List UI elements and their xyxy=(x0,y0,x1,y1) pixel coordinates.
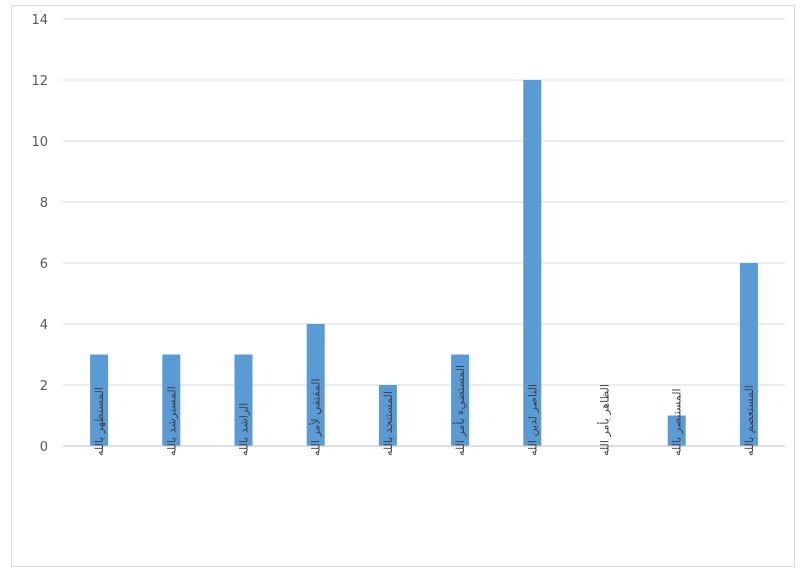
bar xyxy=(739,263,758,446)
x-category-label: الناصر لدين الله xyxy=(526,384,539,456)
x-category-label: المستظهر بالله xyxy=(93,387,106,456)
x-category-label: المستنصر بالله xyxy=(671,388,684,456)
x-category-label: المقتفي لأمر الله xyxy=(309,378,323,456)
chart-frame xyxy=(11,5,795,567)
y-tick-label: 10 xyxy=(31,135,48,150)
x-category-label: المستنجد بالله xyxy=(382,391,395,456)
y-tick-label: 2 xyxy=(40,379,48,394)
bar xyxy=(90,354,109,446)
x-category-label: الظاهر بأمر الله xyxy=(597,384,612,456)
bar xyxy=(523,80,542,446)
gridlines xyxy=(63,18,785,386)
y-tick-label: 12 xyxy=(31,74,48,89)
x-category-label: الراشد بالله xyxy=(238,403,251,456)
bar xyxy=(667,415,686,446)
y-tick-label: 8 xyxy=(40,196,48,211)
x-category-label: المسترشد بالله xyxy=(165,386,178,456)
x-category-label: المستعصم بالله xyxy=(743,385,756,456)
x-axis-category-labels: المستظهر بالله المسترشد بالله الراشد بالله… xyxy=(93,365,756,456)
y-tick-label: 0 xyxy=(40,440,48,455)
bar xyxy=(234,354,253,446)
y-axis-ticks: 0 2 4 6 8 10 12 14 xyxy=(31,13,48,455)
bar xyxy=(451,354,470,446)
bar xyxy=(306,324,325,446)
bar xyxy=(162,354,181,446)
bar xyxy=(378,385,397,446)
x-category-label: المستضيء بأمر الله xyxy=(452,365,467,456)
bars xyxy=(90,80,758,446)
y-tick-label: 6 xyxy=(40,257,48,272)
y-tick-label: 14 xyxy=(31,13,48,28)
y-tick-label: 4 xyxy=(40,318,48,333)
